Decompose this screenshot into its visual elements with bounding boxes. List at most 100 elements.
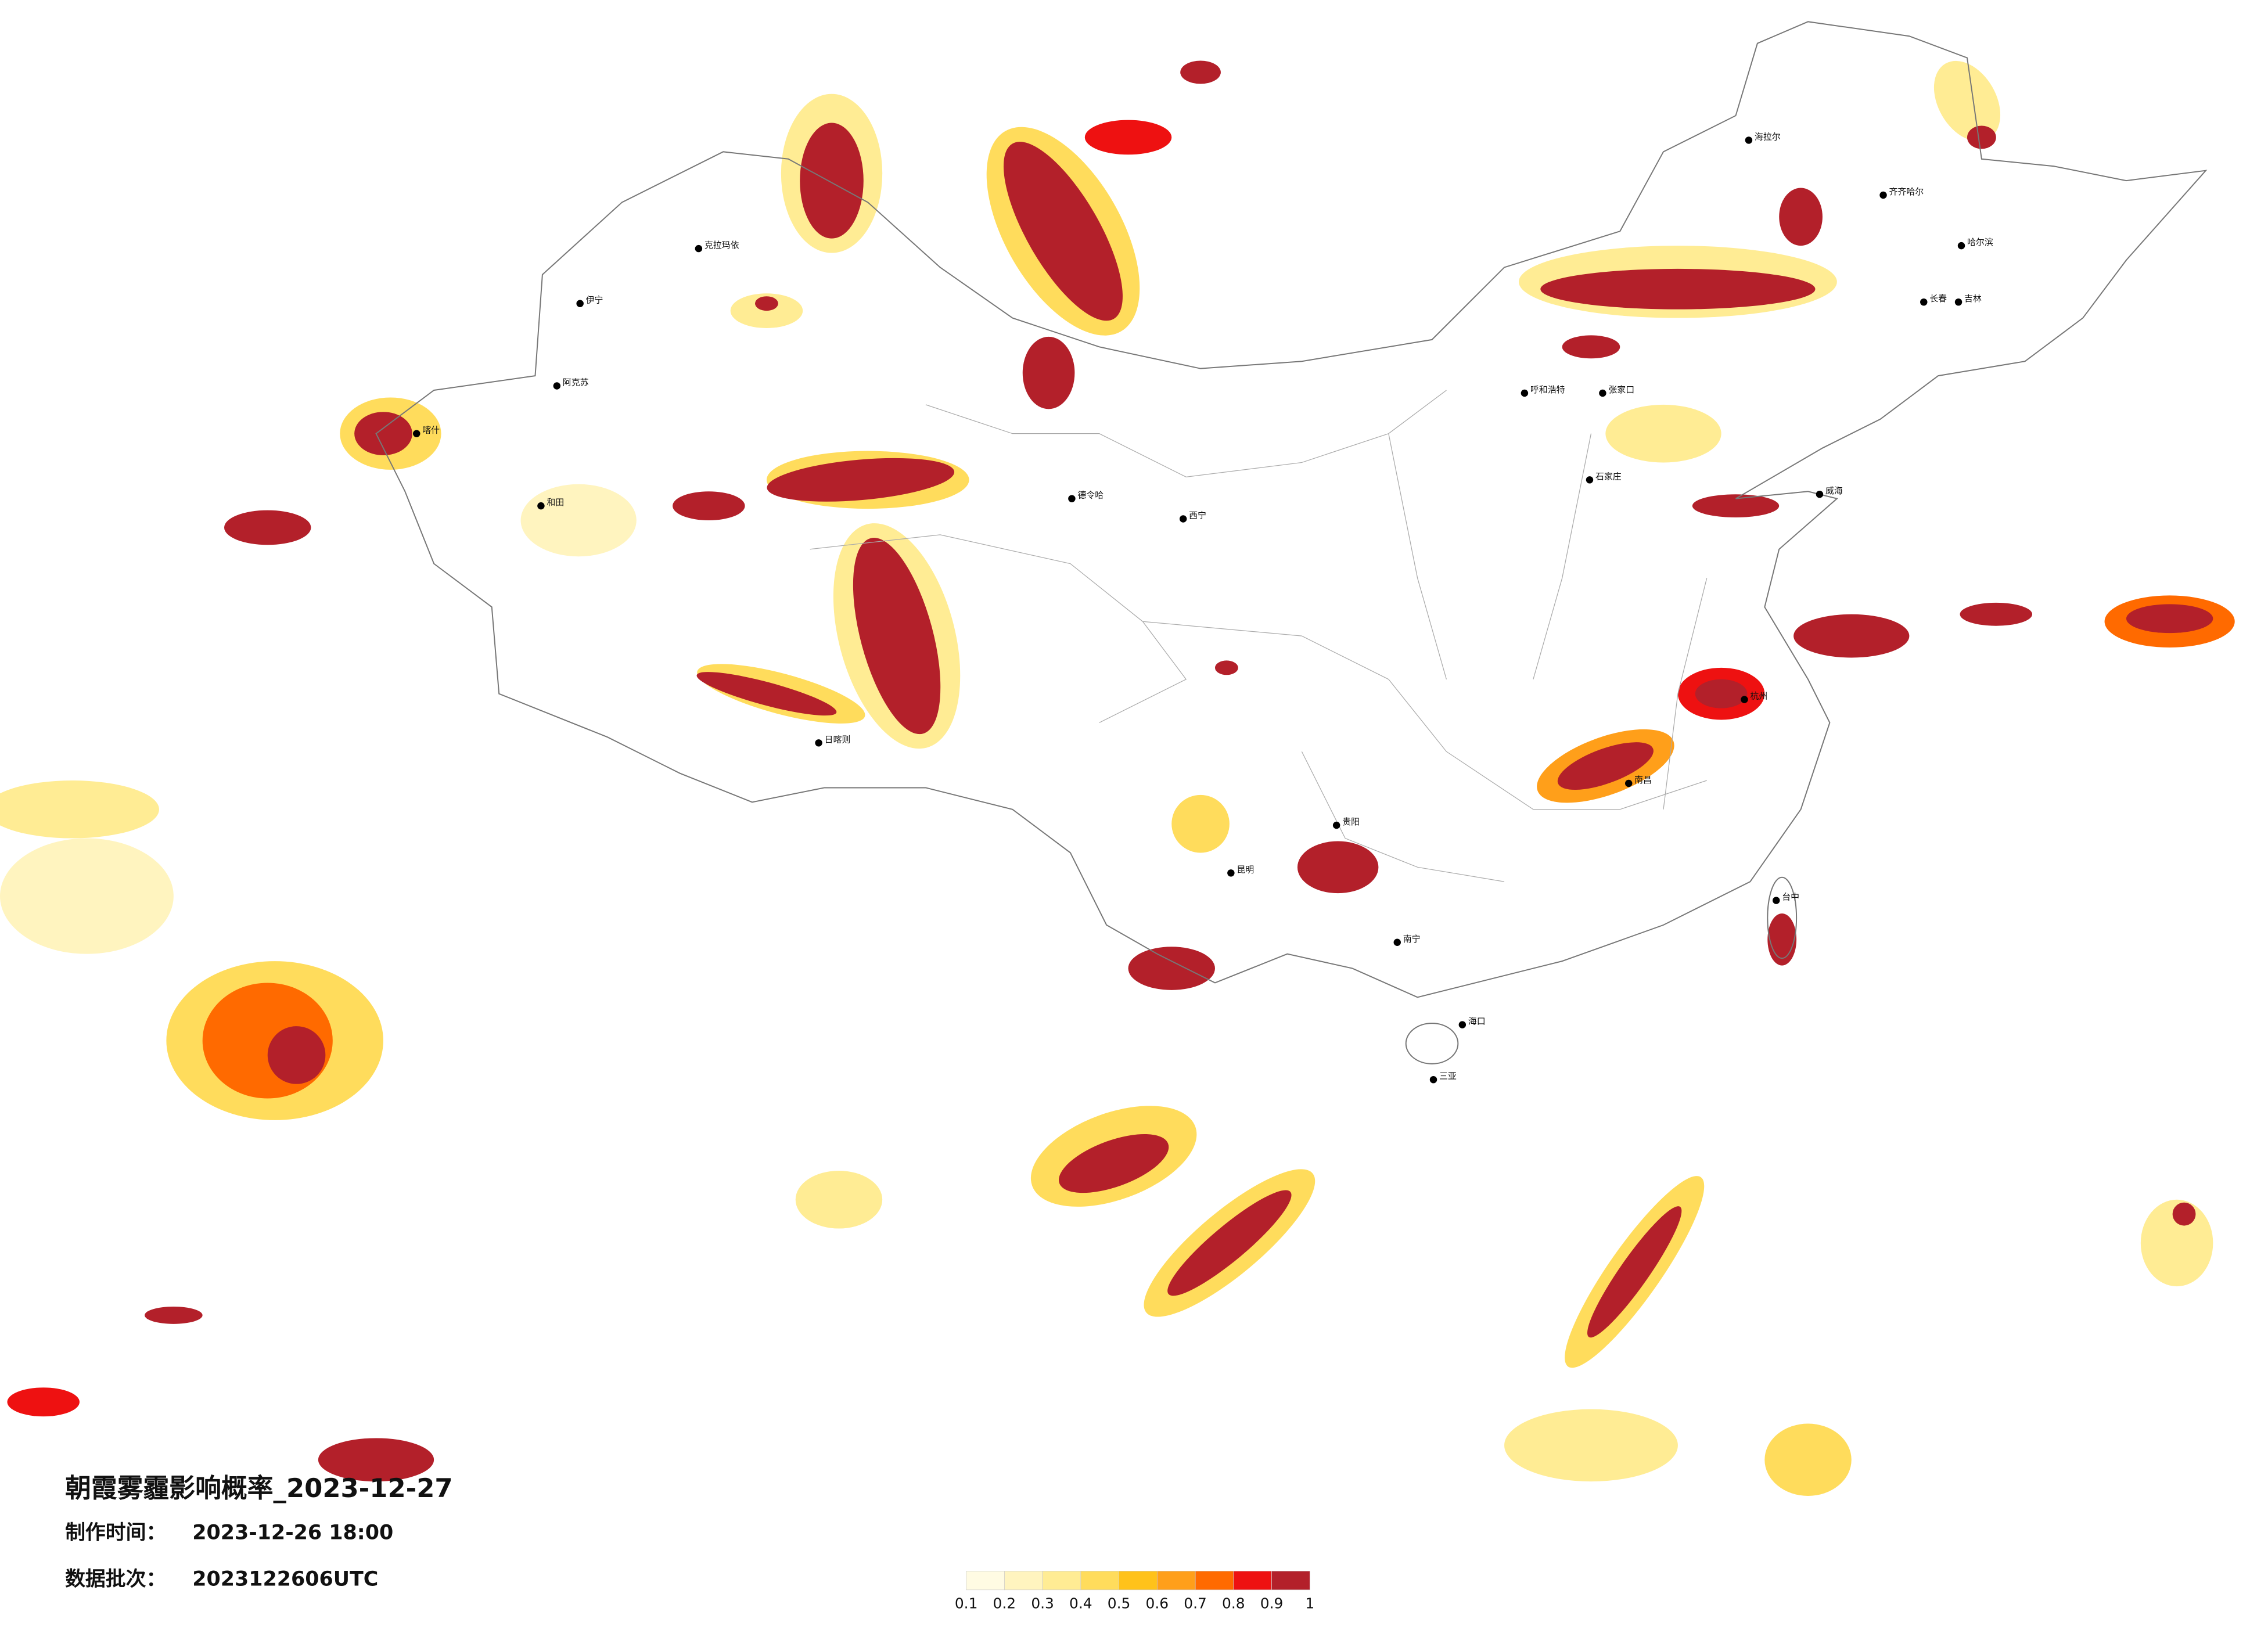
city-dot: [1745, 136, 1753, 144]
fog-area: [1605, 404, 1721, 463]
city-dot: [1773, 897, 1780, 904]
country-outline: [375, 21, 2208, 1064]
legend-tick-label: 0.7: [1184, 1595, 1207, 1612]
fog-area: [224, 510, 311, 545]
city-label: 呼和浩特: [1530, 384, 1565, 395]
city-label: 石家庄: [1595, 471, 1622, 481]
city-label: 克拉玛依: [705, 240, 739, 250]
city-label: 西宁: [1189, 510, 1206, 521]
fog-area: [1695, 679, 1748, 708]
fog-area: [1128, 947, 1215, 990]
fog-area: [1504, 1409, 1678, 1482]
fog-area: [1793, 614, 1910, 658]
city-dot: [553, 382, 561, 390]
fog-area: [520, 484, 637, 557]
title: 朝霞雾霾影响概率_2023-12-27: [65, 1473, 453, 1503]
fog-area: [800, 123, 864, 239]
made-time-label: 制作时间：: [65, 1521, 166, 1545]
fog-area: [696, 672, 837, 716]
city-label: 海拉尔: [1755, 131, 1781, 142]
legend-swatch: [1080, 1571, 1119, 1591]
fog-area: [1297, 841, 1379, 894]
fog-area: [267, 1026, 326, 1084]
legend-swatch: [1195, 1571, 1234, 1591]
probability-field: [0, 60, 2235, 1496]
legend-swatch: [966, 1571, 1005, 1591]
fog-area: [673, 491, 745, 520]
data-batch-label: 数据批次：: [65, 1567, 166, 1591]
fog-area: [2172, 1202, 2196, 1226]
fog-area: [1084, 120, 1172, 155]
city-dot: [1429, 1075, 1437, 1084]
legend-swatch: [1004, 1571, 1043, 1591]
data-batch: 2023122606UTC: [192, 1567, 378, 1591]
fog-area: [0, 780, 159, 839]
fog-area: [1167, 1190, 1292, 1296]
fog-area: [2126, 604, 2213, 634]
legend-swatch: [1042, 1571, 1081, 1591]
city-dot: [576, 300, 584, 307]
fog-area: [1960, 602, 2033, 626]
city-label: 和田: [547, 497, 564, 508]
fog-area: [767, 458, 955, 502]
city-dot: [1879, 191, 1887, 199]
city-label: 台中: [1782, 892, 1799, 902]
legend-swatch: [1156, 1571, 1196, 1591]
city-dot: [1920, 298, 1928, 306]
fog-area: [1967, 125, 1996, 149]
fog-area: [2140, 1199, 2213, 1287]
city-dot: [1586, 476, 1594, 484]
made-time: 2023-12-26 18:00: [192, 1521, 393, 1545]
fog-area: [1933, 60, 2001, 142]
fog-area: [1180, 60, 1221, 84]
city-label: 吉林: [1964, 293, 1982, 304]
city-label: 日喀则: [825, 734, 851, 744]
legend-tick-label: 0.8: [1222, 1595, 1245, 1612]
province-lines: [810, 390, 1708, 882]
legend-tick-label: 0.9: [1260, 1595, 1284, 1612]
fog-area: [853, 538, 941, 735]
city-label: 三亚: [1439, 1071, 1457, 1081]
city-dot: [1625, 779, 1633, 787]
city-dot: [1816, 490, 1824, 498]
fog-area: [1692, 494, 1780, 518]
legend-tick-label: 0.3: [1031, 1595, 1054, 1612]
city-dot: [1458, 1021, 1467, 1028]
border: [375, 21, 2208, 998]
city-dot: [815, 739, 822, 747]
city-label: 南昌: [1634, 775, 1652, 785]
city-label: 贵阳: [1342, 816, 1360, 827]
fog-area: [1587, 1206, 1682, 1338]
fog-area: [1557, 742, 1654, 790]
city-label: 长春: [1929, 293, 1947, 304]
city-label: 杭州: [1750, 691, 1767, 702]
fog-area: [1562, 335, 1620, 359]
fog-area: [354, 412, 412, 455]
legend-tick-label: 0.2: [993, 1595, 1016, 1612]
city-dot: [1741, 696, 1748, 703]
city-dot: [1954, 298, 1963, 306]
city-label: 喀什: [422, 425, 440, 436]
legend-swatch: [1271, 1571, 1310, 1591]
city-dot: [1521, 389, 1529, 397]
fog-area: [1214, 660, 1238, 675]
city-label: 威海: [1825, 485, 1843, 496]
city-dot: [413, 430, 420, 437]
city-dot: [537, 502, 545, 510]
city-label: 昆明: [1237, 864, 1254, 875]
legend-tick-label: 0.6: [1146, 1595, 1169, 1612]
city-dot: [1068, 495, 1076, 502]
city-label: 德令哈: [1077, 490, 1104, 501]
city-dot: [1179, 515, 1187, 523]
city-dot: [1957, 242, 1965, 250]
fog-area: [1022, 336, 1075, 409]
legend: 0.1 0.2 0.3 0.4 0.5 0.6 0.7 0.8 0.9 1: [955, 1571, 1314, 1612]
legend-tick-label: 0.4: [1069, 1595, 1092, 1612]
city-dot: [1393, 938, 1401, 946]
legend-swatch: [1233, 1571, 1272, 1591]
city-dot: [1332, 821, 1340, 829]
city-label: 齐齐哈尔: [1889, 186, 1924, 197]
legend-tick-label: 1: [1305, 1595, 1314, 1612]
city-label: 海口: [1468, 1016, 1486, 1027]
fog-area: [1003, 142, 1123, 321]
